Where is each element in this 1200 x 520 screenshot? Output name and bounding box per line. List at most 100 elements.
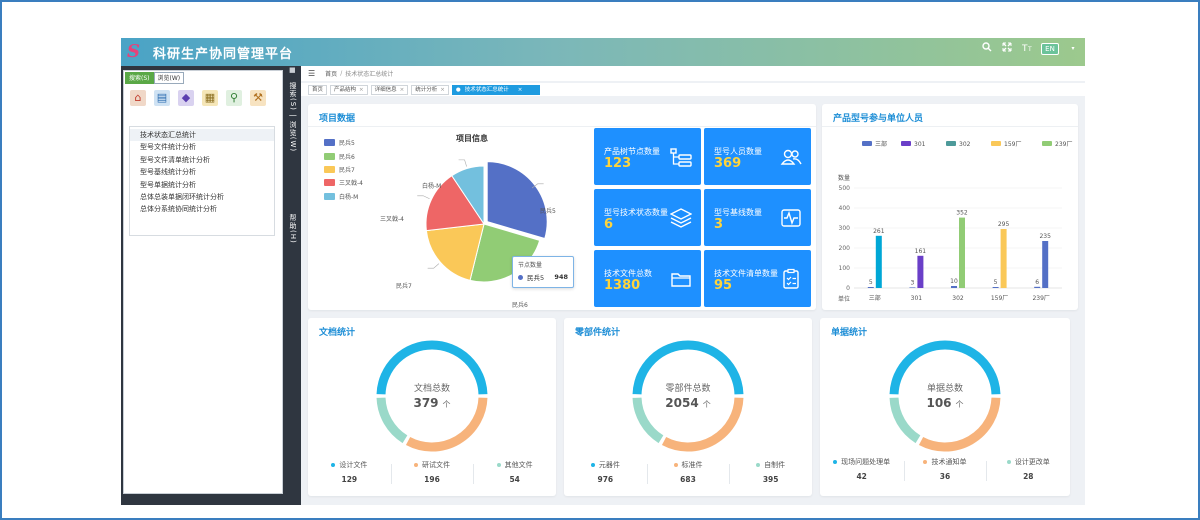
people-icon [780, 149, 802, 165]
close-icon[interactable]: × [440, 86, 445, 93]
tile-product-tree-nodes[interactable]: 产品树节点数量 123 [594, 128, 701, 185]
breadcrumb-home[interactable]: 首页 [325, 71, 338, 78]
bar[interactable] [992, 287, 999, 288]
tools-icon[interactable]: ⚒ [250, 90, 266, 106]
close-icon[interactable]: × [517, 86, 523, 93]
donut-segment[interactable] [405, 397, 488, 452]
legend-label[interactable]: 三部 [875, 140, 887, 148]
bar[interactable] [1000, 229, 1007, 288]
tab-browse[interactable]: 浏览(W) [153, 72, 185, 84]
pie-slice-label: 民兵7 [396, 283, 412, 290]
active-dot-icon: ● [455, 86, 461, 93]
tree-item[interactable]: 型号文件清单统计分析 [140, 155, 210, 164]
legend-dot [923, 460, 928, 464]
legend-item: 设计文件 129 [308, 460, 391, 484]
legend-label[interactable]: 239厂 [1055, 141, 1072, 148]
y-tick-label: 300 [839, 225, 851, 232]
tree-item[interactable]: 型号单据统计分析 [140, 180, 196, 189]
legend-label: 设计更改单 [1014, 458, 1050, 466]
tile-label: 型号技术状态数量 [604, 208, 668, 217]
tile-label: 产品树节点数量 [604, 147, 660, 156]
collapse-strip[interactable]: ■ 搜索(S) | 浏览(W) 帮助(H) [285, 66, 301, 505]
donut-segment[interactable] [376, 397, 408, 444]
chevron-down-icon[interactable]: ▾ [1071, 45, 1075, 52]
pie-slice[interactable] [425, 175, 485, 232]
bar[interactable] [867, 287, 874, 288]
bills-legend: 现场问题处理单 42 技术通知单 36 设计更改单 28 [820, 457, 1070, 481]
window-icon[interactable]: ▤ [154, 90, 170, 106]
legend-dot [414, 463, 418, 467]
bar[interactable] [909, 287, 916, 288]
strip-label-help[interactable]: 帮助(H) [289, 214, 297, 244]
tree-item[interactable]: 型号文件统计分析 [140, 143, 196, 152]
legend-item[interactable]: 白杨-M [324, 190, 363, 203]
tab-label: 技术状态汇总统计 [464, 86, 509, 93]
donut-segment[interactable] [632, 340, 744, 395]
legend-label[interactable]: 301 [914, 141, 926, 148]
tile-tech-status-count[interactable]: 型号技术状态数量 6 [594, 189, 701, 246]
donut-segment[interactable] [632, 397, 664, 444]
tile-label: 型号人员数量 [714, 147, 762, 156]
breadcrumb: ☰ 首页 / 技术状态汇总统计 [301, 66, 1085, 81]
language-badge[interactable]: EN [1041, 42, 1059, 55]
tab-product-structure[interactable]: 产品结构 × [330, 84, 368, 95]
legend-item[interactable]: 三叉戟-4 [324, 176, 363, 189]
bar[interactable] [917, 255, 924, 288]
tree-item[interactable]: 总体总装单据闭环统计分析 [140, 193, 224, 202]
donut-segment[interactable] [918, 397, 1001, 452]
tile-label: 型号基线数量 [714, 208, 762, 217]
bar[interactable] [875, 235, 882, 288]
tile-tech-file-list[interactable]: 技术文件清单数量 95 [704, 250, 811, 307]
pie-slice[interactable] [425, 223, 485, 281]
tile-model-personnel[interactable]: 型号人员数量 369 [704, 128, 811, 185]
tile-tech-file-total[interactable]: 技术文件总数 1380 [594, 250, 701, 307]
pin-icon[interactable]: ■ [289, 66, 296, 74]
search-icon[interactable] [981, 42, 993, 55]
donut-center-label: 单据总数 [926, 384, 963, 394]
tab-statistics[interactable]: 统计分析 × [411, 84, 449, 95]
legend-item[interactable]: 民兵5 [324, 136, 363, 149]
close-icon[interactable]: × [399, 86, 405, 93]
bar[interactable] [1034, 286, 1041, 288]
legend-label[interactable]: 159厂 [1004, 141, 1021, 148]
donut-segment[interactable] [376, 340, 488, 395]
tab-home[interactable]: 首页 [308, 84, 328, 95]
doc-stats-card: 文档统计 文档总数 379 个 设计文件 129 研试文件 196 其他文件 54 [308, 318, 556, 496]
tab-search[interactable]: 搜索(S) [125, 72, 154, 84]
legend-swatch [862, 141, 872, 146]
legend-name: 设计更改单 [987, 457, 1070, 467]
legend-label: 设计文件 [339, 461, 368, 469]
pie-slice[interactable] [486, 161, 548, 240]
home-icon[interactable]: ⌂ [130, 90, 146, 106]
card-title: 单据统计 [831, 328, 868, 338]
bar[interactable] [951, 286, 957, 288]
tab-tech-status-summary[interactable]: ● 技术状态汇总统计 × [451, 84, 540, 95]
magnifier-icon[interactable]: ⚲ [226, 90, 242, 106]
donut-segment[interactable] [889, 340, 1001, 395]
calculator-icon[interactable]: ▦ [202, 90, 218, 106]
close-icon[interactable]: × [359, 86, 364, 93]
donut-segment[interactable] [889, 397, 921, 444]
cube-icon[interactable]: ◆ [178, 90, 194, 106]
menu-toggle-icon[interactable]: ☰ [308, 69, 316, 78]
tab-details[interactable]: 详细信息 × [370, 84, 409, 95]
legend-swatch [324, 152, 335, 160]
tile-baseline-count[interactable]: 型号基线数量 3 [704, 189, 811, 246]
legend-value: 54 [509, 475, 520, 484]
strip-label-nav[interactable]: 搜索(S) | 浏览(W) [289, 82, 297, 153]
bar[interactable] [1042, 241, 1049, 288]
tree-item[interactable]: 总体分系统协同统计分析 [140, 205, 217, 214]
legend-label[interactable]: 302 [959, 141, 971, 148]
tree-item[interactable]: 技术状态汇总统计 [130, 129, 274, 142]
pie-slice[interactable] [451, 165, 485, 226]
parts-donut-chart [632, 340, 744, 452]
legend-item[interactable]: 民兵7 [324, 163, 363, 176]
tree-item[interactable]: 型号基线统计分析 [140, 168, 196, 177]
fullscreen-icon[interactable] [1001, 42, 1013, 55]
donut-segment[interactable] [661, 397, 744, 452]
left-panel: 搜索(S) 浏览(W) ⌂ ▤ ◆ ▦ ⚲ ⚒ 技术状态汇总统计 型号文件统计分… [121, 66, 301, 505]
bar[interactable] [959, 217, 965, 288]
legend-item[interactable]: 民兵6 [324, 149, 363, 162]
